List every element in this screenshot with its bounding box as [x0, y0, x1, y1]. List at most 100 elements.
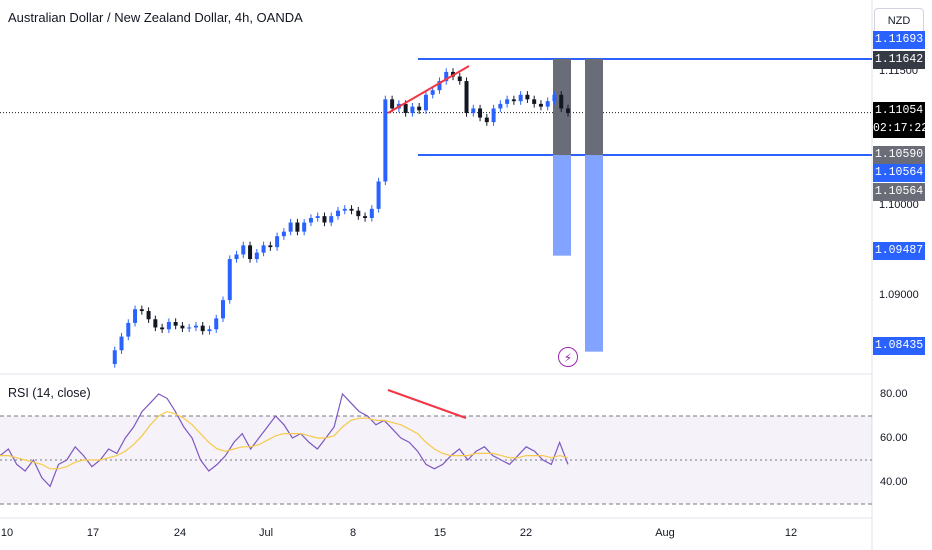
price-axis-label: 1.10000	[879, 199, 919, 211]
candle-body	[457, 76, 462, 82]
time-axis-label: 17	[86, 527, 100, 539]
candle-body	[376, 181, 381, 209]
candle-body	[227, 259, 232, 301]
candle-body	[525, 94, 530, 100]
candle-body	[221, 300, 225, 319]
candle-body	[518, 94, 523, 102]
candle-body	[193, 325, 198, 328]
candle-body	[410, 106, 415, 114]
candle-body	[363, 216, 368, 218]
candle-body	[349, 208, 354, 211]
candle-body	[214, 318, 219, 330]
candle-body	[511, 99, 516, 102]
candle-body	[437, 81, 442, 91]
candle-body	[545, 101, 550, 107]
candle-body	[390, 99, 395, 109]
candle-body	[295, 222, 300, 232]
rsi-axis-label: 60.00	[880, 432, 908, 444]
time-axis-label: 22	[519, 527, 533, 539]
candle-body	[160, 327, 165, 330]
candle-body	[112, 350, 117, 364]
candle-body	[322, 216, 327, 223]
candle-body	[383, 99, 388, 182]
candle-body	[139, 309, 144, 312]
candle-body	[444, 71, 449, 82]
candle-body	[315, 216, 320, 218]
candle-body	[423, 94, 428, 111]
candle-body	[146, 311, 151, 320]
projection-box-lower	[585, 155, 603, 352]
price-tag: 1.10590	[873, 146, 925, 164]
candle-body	[430, 90, 435, 95]
price-tag: 1.11054	[873, 102, 925, 120]
candle-body	[471, 108, 476, 114]
candle-body	[187, 327, 192, 329]
candle-body	[369, 208, 374, 218]
candle-body	[173, 321, 178, 326]
price-tag: 1.09487	[873, 242, 925, 260]
candle-body	[133, 309, 138, 323]
price-axis-label: 1.09000	[879, 289, 919, 301]
candle-body	[275, 236, 280, 248]
time-axis-label: 24	[173, 527, 187, 539]
time-axis-label: 12	[784, 527, 798, 539]
candle-body	[464, 81, 469, 114]
candle-body	[288, 222, 293, 232]
projection-box-upper	[585, 59, 603, 155]
candle-body	[268, 245, 273, 248]
candle-body	[241, 245, 246, 255]
rsi-divergence-line	[387, 389, 467, 419]
candle-body	[166, 321, 171, 330]
lightning-alert-icon[interactable]: ⚡	[558, 347, 578, 367]
price-tag: 1.11642	[873, 51, 925, 69]
projection-box-lower	[553, 155, 571, 256]
candle-body	[559, 94, 564, 109]
candle-body	[254, 252, 259, 260]
candle-body	[505, 99, 510, 104]
candle-body	[153, 319, 158, 328]
candle-body	[302, 222, 307, 232]
candle-body	[356, 210, 361, 217]
candle-body	[498, 103, 503, 109]
rsi-ma-line	[0, 410, 569, 470]
rsi-axis-label: 40.00	[880, 476, 908, 488]
price-tag: 02:17:22	[873, 120, 928, 138]
time-axis-label: 15	[433, 527, 447, 539]
candle-body	[308, 217, 313, 223]
candle-body	[261, 245, 266, 253]
time-axis-label: Aug	[655, 527, 675, 539]
price-tag: 1.10564	[873, 183, 925, 201]
candle-body	[180, 325, 185, 329]
candle-body	[478, 108, 483, 118]
candle-body	[126, 322, 131, 337]
time-axis-label: 8	[349, 527, 357, 539]
price-tag: 1.11693	[873, 31, 925, 49]
candle-body	[532, 99, 537, 104]
candle-body	[538, 103, 543, 107]
candle-body	[234, 254, 239, 260]
candle-body	[248, 245, 253, 260]
candle-body	[119, 336, 124, 351]
candle-body	[566, 108, 570, 114]
candle-body	[552, 94, 557, 102]
candle-body	[207, 329, 212, 332]
currency-selector[interactable]: NZD	[874, 8, 924, 34]
candle-body	[329, 216, 334, 223]
rsi-axis-label: 80.00	[880, 388, 908, 400]
candle-body	[491, 108, 496, 123]
rsi-label: RSI (14, close)	[8, 386, 91, 400]
candle-body	[200, 325, 205, 332]
candle-body	[342, 208, 347, 211]
price-tag: 1.08435	[873, 337, 925, 355]
candle-body	[336, 210, 340, 217]
time-axis-label: 10	[0, 527, 14, 539]
candle-body	[403, 103, 408, 114]
chart-title: Australian Dollar / New Zealand Dollar, …	[8, 10, 303, 25]
price-divergence-line	[387, 65, 470, 114]
price-tag: 1.10564	[873, 164, 925, 182]
candle-body	[484, 117, 489, 123]
candle-body	[281, 231, 286, 237]
time-axis-label: Jul	[258, 527, 274, 539]
candle-body	[417, 106, 422, 111]
